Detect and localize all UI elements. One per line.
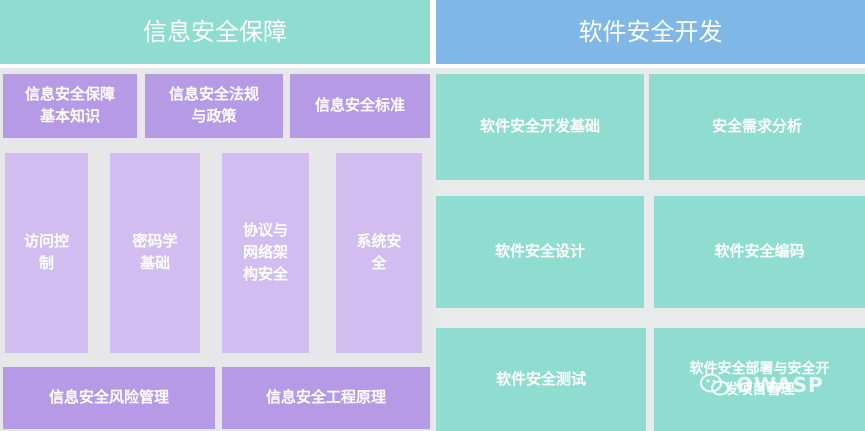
block-dev-basics: 软件安全开发基础	[436, 74, 644, 180]
block-requirements-analysis: 安全需求分析	[649, 74, 865, 180]
block-laws-policies: 信息安全法规 与政策	[145, 74, 283, 138]
block-secure-design: 软件安全设计	[436, 196, 644, 308]
block-info-security-basics: 信息安全保障 基本知识	[3, 74, 137, 138]
watermark: OWASP	[700, 372, 824, 398]
block-system-security: 系统安 全	[336, 153, 422, 353]
block-secure-coding: 软件安全编码	[654, 196, 865, 308]
block-standards: 信息安全标准	[290, 74, 430, 138]
block-security-testing: 软件安全测试	[436, 328, 646, 431]
left-header: 信息安全保障	[0, 0, 430, 64]
block-engineering-principles: 信息安全工程原理	[222, 367, 430, 429]
block-network-security: 协议与 网络架 构安全	[222, 153, 309, 353]
block-risk-management: 信息安全风险管理	[3, 367, 215, 429]
wechat-icon	[700, 372, 730, 398]
block-deployment-management: 软件安全部署与安全开 发项目管理	[654, 328, 865, 431]
watermark-text: OWASP	[736, 373, 824, 397]
right-header: 软件安全开发	[436, 0, 865, 64]
block-cryptography: 密码学 基础	[110, 153, 200, 353]
block-access-control: 访问控 制	[5, 153, 88, 353]
